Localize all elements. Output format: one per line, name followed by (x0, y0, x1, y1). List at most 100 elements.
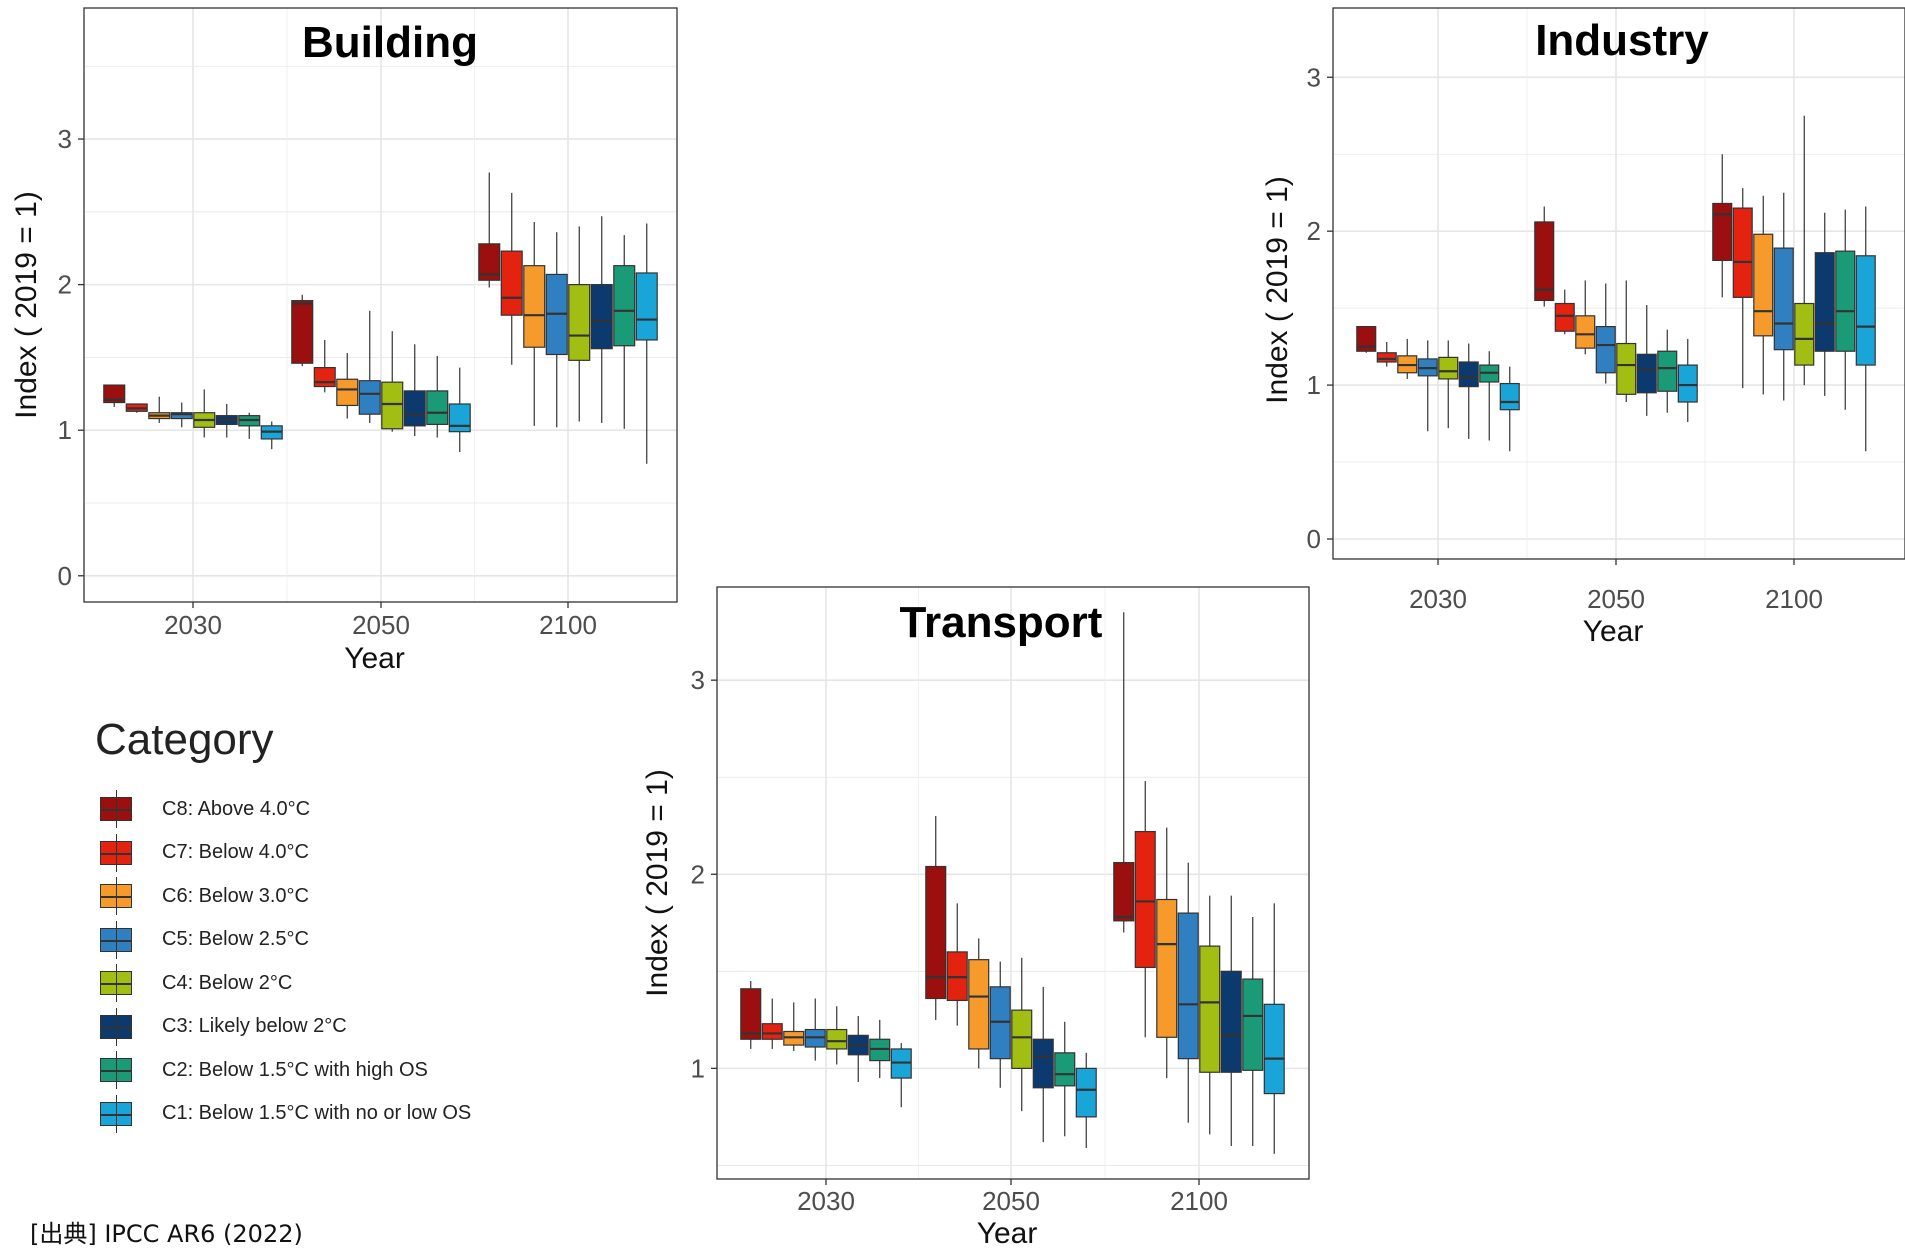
box-mark (635, 272, 658, 341)
legend-swatch (100, 833, 132, 872)
legend-label: C6: Below 3.0°C (162, 884, 309, 907)
box-mark (1011, 1009, 1033, 1069)
legend-swatch (100, 964, 132, 1002)
box-mark (1458, 361, 1479, 388)
box-mark (313, 367, 336, 388)
y-tick-label: 1 (58, 415, 72, 445)
box-mark (1263, 1003, 1285, 1095)
legend-item: C4: Below 2°C (100, 964, 293, 1002)
legend-label: C8: Above 4.0°C (162, 797, 311, 820)
x-tick-label: 2050 (352, 610, 410, 640)
legend-label: C1: Below 1.5°C with no or low OS (162, 1102, 472, 1124)
x-axis-label: Year (1583, 615, 1644, 648)
box-mark (1438, 356, 1459, 380)
box-mark (1712, 202, 1733, 262)
box-mark (1773, 247, 1794, 351)
box-mark (1657, 350, 1678, 392)
legend-label: C5: Below 2.5°C (162, 928, 309, 950)
chart-panel-building: 0 1 2 3 2030 2050 2100 Year Index ( 2019 = 1) Bui… (10, 7, 678, 675)
y-tick-label: 1 (1307, 370, 1321, 400)
box-mark (1075, 1067, 1097, 1118)
box-mark (1134, 830, 1156, 969)
box-mark (1554, 302, 1575, 332)
box-mark (170, 412, 193, 420)
box-mark (740, 988, 762, 1040)
box-mark (1376, 352, 1397, 363)
box-mark (1814, 252, 1835, 352)
y-axis-label: Index ( 2019 = 1) (10, 191, 43, 419)
box-mark (1732, 207, 1753, 298)
box-mark (1534, 221, 1555, 302)
box-mark (523, 265, 546, 348)
legend-swatch (100, 1007, 132, 1046)
box-mark (103, 384, 126, 404)
box-mark (826, 1028, 848, 1050)
x-tick-label: 2030 (164, 610, 222, 640)
legend-swatch (100, 920, 132, 959)
source-note: [出典] IPCC AR6 (2022) (30, 1220, 303, 1248)
legend-item: C2: Below 1.5°C with high OS (100, 1051, 428, 1089)
box-mark (1113, 862, 1135, 922)
legend-swatch (100, 877, 132, 915)
y-tick-label: 2 (691, 859, 705, 889)
legend-item: C3: Likely below 2°C (100, 1007, 347, 1046)
legend-item: C1: Below 1.5°C with no or low OS (100, 1094, 472, 1133)
box-mark (291, 300, 314, 364)
plot-background (1333, 8, 1905, 559)
box-mark (1499, 382, 1520, 411)
y-axis-label: Index ( 2019 = 1) (1261, 176, 1294, 404)
legend-label: C4: Below 2°C (162, 971, 293, 994)
x-tick-label: 2050 (982, 1186, 1040, 1216)
y-tick-label: 3 (58, 124, 72, 154)
box-mark (1199, 945, 1221, 1073)
x-tick-label: 2050 (1587, 584, 1645, 614)
box-mark (448, 403, 471, 433)
plot-background (717, 587, 1309, 1179)
y-tick-label: 3 (1307, 62, 1321, 92)
chart-title: Transport (900, 598, 1103, 647)
legend-item: C8: Above 4.0°C (100, 790, 311, 828)
x-tick-label: 2100 (1170, 1186, 1228, 1216)
chart-title: Building (302, 18, 478, 67)
y-tick-label: 1 (691, 1053, 705, 1083)
box-mark (1220, 970, 1242, 1073)
y-axis-label: Index ( 2019 = 1) (641, 769, 674, 997)
legend-label: C2: Below 1.5°C with high OS (162, 1058, 428, 1081)
legend-swatch (100, 1051, 132, 1089)
plot-frame (716, 586, 1310, 1180)
box-mark (336, 378, 359, 407)
legend-item: C6: Below 3.0°C (100, 877, 309, 915)
box-mark (1156, 898, 1178, 1038)
box-mark (1636, 353, 1657, 394)
box-mark (1054, 1052, 1076, 1087)
box-mark (1177, 912, 1199, 1060)
legend-swatch (100, 790, 132, 828)
box-mark (478, 243, 501, 281)
x-tick-label: 2030 (797, 1186, 855, 1216)
box-mark (426, 390, 449, 425)
x-tick-label: 2100 (539, 610, 597, 640)
box-mark (1575, 315, 1596, 349)
box-mark (403, 390, 426, 427)
box-mark (1032, 1038, 1054, 1089)
legend-swatch (100, 1094, 132, 1133)
x-tick-label: 2100 (1765, 584, 1823, 614)
legend-item: C5: Below 2.5°C (100, 920, 309, 959)
legend-label: C7: Below 4.0°C (162, 841, 309, 863)
chart-title: Industry (1535, 16, 1709, 65)
box-mark (1835, 250, 1856, 352)
box-mark (1242, 978, 1264, 1071)
box-mark (1855, 255, 1876, 366)
box-mark (925, 865, 947, 1000)
legend-label: C3: Likely below 2°C (162, 1015, 347, 1037)
box-mark (1595, 325, 1616, 374)
box-mark (613, 265, 636, 347)
legend-item: C7: Below 4.0°C (100, 833, 309, 872)
y-tick-label: 0 (1307, 524, 1321, 554)
box-mark (761, 1023, 783, 1040)
box-mark (590, 284, 613, 350)
box-mark (1677, 364, 1698, 403)
box-mark (358, 380, 381, 415)
box-mark (968, 959, 990, 1050)
